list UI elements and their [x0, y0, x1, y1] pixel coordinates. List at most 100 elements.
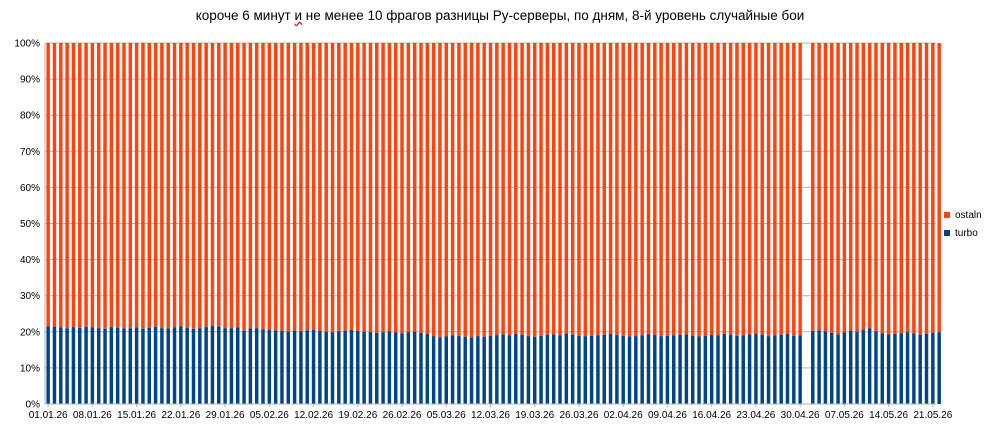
bar-ostaln: [90, 43, 95, 328]
x-tick-label: 30.04.26: [781, 410, 820, 421]
bar-ostaln: [886, 43, 891, 335]
bar-ostaln: [558, 43, 562, 336]
bar-ostaln: [785, 43, 790, 334]
bar-turbo: [90, 327, 95, 404]
bar-ostaln: [387, 43, 392, 332]
bar-ostaln: [855, 43, 859, 332]
bar-ostaln: [564, 43, 569, 334]
bar-ostaln: [861, 43, 866, 330]
bar-ostaln: [703, 43, 708, 336]
bar-turbo: [343, 330, 347, 404]
bar-ostaln: [482, 43, 486, 337]
bar-turbo: [122, 328, 126, 404]
bar-ostaln: [539, 43, 543, 336]
x-tick-label: 26.02.26: [383, 410, 422, 421]
bar-turbo: [362, 331, 366, 404]
bar-ostaln: [179, 43, 183, 327]
bar-turbo: [659, 336, 663, 404]
bar-ostaln: [337, 43, 341, 332]
bar-turbo: [299, 331, 303, 404]
bar-turbo: [754, 333, 758, 404]
bar-ostaln: [589, 43, 594, 336]
bar-turbo: [672, 335, 676, 404]
bar-ostaln: [848, 43, 853, 332]
bar-ostaln: [602, 43, 606, 335]
bar-ostaln: [469, 43, 474, 338]
bar-turbo: [166, 328, 170, 404]
bar-turbo: [406, 332, 411, 404]
bar-turbo: [735, 335, 739, 404]
bar-ostaln: [311, 43, 316, 330]
bar-ostaln: [867, 43, 872, 329]
bar-ostaln: [185, 43, 189, 328]
bar-ostaln: [532, 43, 537, 337]
bar-turbo: [431, 336, 436, 404]
legend-swatch-ostaln: [944, 212, 950, 218]
bar-turbo: [722, 333, 727, 404]
bar-turbo: [526, 336, 531, 404]
axes: [44, 43, 936, 407]
bar-ostaln: [514, 43, 518, 334]
bar-ostaln: [103, 43, 107, 329]
legend-swatch-turbo: [944, 230, 950, 236]
bar-turbo: [425, 333, 430, 404]
bar-turbo: [918, 334, 922, 404]
bar-turbo: [476, 336, 480, 404]
bar-turbo: [305, 330, 309, 404]
bar-turbo: [172, 327, 177, 404]
bar-turbo: [886, 334, 891, 404]
bar-ostaln: [697, 43, 701, 337]
bar-ostaln: [880, 43, 885, 334]
bar-turbo: [867, 328, 872, 404]
bar-turbo: [709, 335, 714, 404]
bar-ostaln: [728, 43, 733, 335]
bar-turbo: [96, 328, 101, 404]
bar-ostaln: [709, 43, 714, 336]
bar-turbo: [134, 327, 139, 404]
bar-ostaln: [526, 43, 531, 337]
bar-turbo: [337, 331, 341, 404]
bar-turbo: [937, 332, 941, 404]
bar-ostaln: [292, 43, 297, 331]
bar-turbo: [766, 336, 771, 404]
bar-turbo: [210, 325, 215, 404]
bar-turbo: [798, 335, 802, 404]
bar-ostaln: [716, 43, 720, 336]
bar-ostaln: [551, 43, 556, 335]
bar-ostaln: [912, 43, 916, 334]
chart-title-after: не менее 10 фрагов разницы Ру-серверы, п…: [302, 8, 805, 23]
bar-ostaln: [229, 43, 234, 329]
bar-ostaln: [779, 43, 783, 335]
bar-turbo: [185, 327, 189, 404]
bar-turbo: [59, 327, 63, 404]
bar-ostaln: [286, 43, 291, 332]
bar-turbo: [621, 335, 625, 404]
bar-turbo: [248, 328, 253, 404]
bar-ostaln: [501, 43, 505, 335]
bar-turbo: [608, 333, 613, 404]
bar-ostaln: [381, 43, 385, 333]
bar-ostaln: [735, 43, 739, 336]
bar-ostaln: [545, 43, 550, 335]
bar-ostaln: [280, 43, 284, 332]
y-tick-label: 10%: [20, 363, 40, 374]
bar-turbo: [235, 327, 240, 404]
bar-turbo: [457, 335, 461, 404]
bar-turbo: [488, 335, 493, 404]
bar-ostaln: [166, 43, 170, 329]
bar-turbo: [653, 335, 657, 404]
x-tick-label: 05.03.26: [427, 410, 466, 421]
bar-ostaln: [109, 43, 114, 328]
bar-turbo: [520, 334, 524, 404]
bar-turbo: [495, 335, 499, 404]
chart-title: короче 6 минут и не менее 10 фрагов разн…: [0, 8, 1000, 23]
bar-ostaln: [507, 43, 512, 336]
bar-ostaln: [299, 43, 303, 332]
bar-turbo: [381, 332, 385, 404]
legend-item-ostaln: ostaln: [944, 206, 982, 224]
bar-turbo: [514, 333, 518, 404]
bar-ostaln: [937, 43, 941, 333]
bar-ostaln: [665, 43, 670, 336]
bar-turbo: [564, 333, 569, 404]
